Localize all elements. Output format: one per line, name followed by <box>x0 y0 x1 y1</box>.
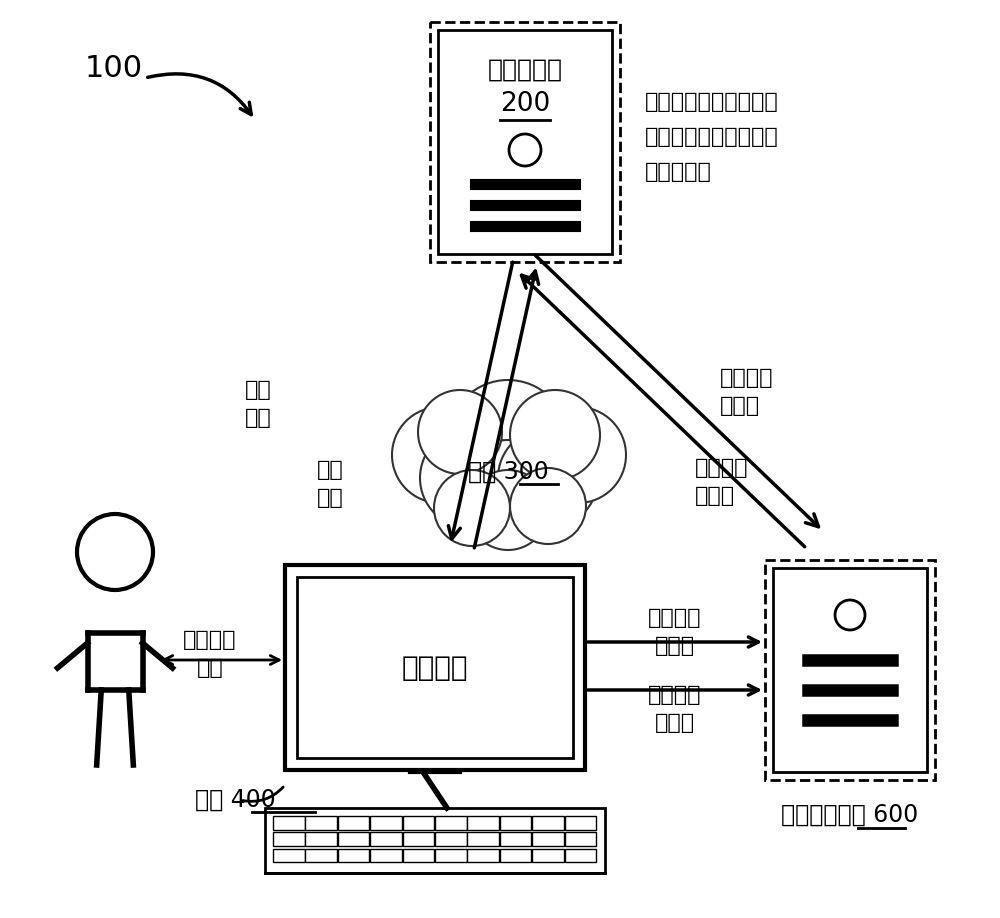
Bar <box>403 848 434 862</box>
Text: 终端 400: 终端 400 <box>195 788 276 812</box>
Bar <box>435 848 467 862</box>
Text: 测试: 测试 <box>245 380 271 400</box>
Circle shape <box>418 390 502 474</box>
Bar <box>765 560 935 780</box>
Circle shape <box>77 514 153 590</box>
Bar <box>273 816 305 830</box>
Bar <box>370 833 402 846</box>
Circle shape <box>420 428 520 528</box>
Text: 网络 300: 网络 300 <box>468 460 548 484</box>
Bar <box>435 816 467 830</box>
Bar <box>265 808 605 873</box>
Text: 第二测试: 第二测试 <box>695 458 748 478</box>
Circle shape <box>510 468 586 544</box>
Bar <box>532 816 564 830</box>
Circle shape <box>498 428 598 528</box>
Bar <box>565 833 596 846</box>
Bar <box>273 848 305 862</box>
Bar <box>565 848 596 862</box>
Bar <box>500 833 531 846</box>
Circle shape <box>530 407 626 503</box>
Bar <box>370 848 402 862</box>
Bar <box>305 816 337 830</box>
Bar <box>467 816 499 830</box>
Circle shape <box>468 470 548 550</box>
Bar <box>305 833 337 846</box>
Text: 测试结果: 测试结果 <box>402 654 468 681</box>
Bar <box>273 833 305 846</box>
Bar <box>403 833 434 846</box>
Text: 测试: 测试 <box>317 460 343 480</box>
Bar <box>297 577 573 758</box>
Circle shape <box>510 390 600 480</box>
Bar <box>403 816 434 830</box>
Text: 基于数据包中转信息生: 基于数据包中转信息生 <box>645 127 779 147</box>
Circle shape <box>835 600 865 630</box>
Circle shape <box>456 440 560 544</box>
Circle shape <box>509 134 541 166</box>
Text: 100: 100 <box>85 53 143 83</box>
Bar <box>467 833 499 846</box>
Bar <box>773 568 927 772</box>
Bar <box>438 30 612 254</box>
Text: 数据中转设备 600: 数据中转设备 600 <box>781 803 919 827</box>
Text: 获取数据包中转信息；: 获取数据包中转信息； <box>645 92 779 112</box>
Bar <box>338 848 369 862</box>
Text: 200: 200 <box>500 91 550 117</box>
Text: 第一测试: 第一测试 <box>720 368 774 388</box>
Bar <box>370 816 402 830</box>
Bar <box>430 22 620 262</box>
Circle shape <box>448 380 568 500</box>
Text: 指令: 指令 <box>245 408 271 428</box>
Bar <box>500 816 531 830</box>
Text: 测试开始: 测试开始 <box>183 630 237 650</box>
Bar <box>338 833 369 846</box>
Bar <box>467 848 499 862</box>
Text: 数据包: 数据包 <box>695 486 735 506</box>
Text: 数据包: 数据包 <box>655 713 695 733</box>
Bar <box>565 816 596 830</box>
Text: 结果: 结果 <box>317 488 343 508</box>
Bar <box>532 848 564 862</box>
Text: 第二测试: 第二测试 <box>648 685 702 705</box>
Text: 第一测试: 第一测试 <box>648 608 702 628</box>
Bar <box>305 848 337 862</box>
Bar <box>500 848 531 862</box>
Text: 操作: 操作 <box>197 658 223 678</box>
Bar <box>435 833 467 846</box>
Circle shape <box>392 407 488 503</box>
Bar <box>285 565 585 770</box>
Text: 成测试结果: 成测试结果 <box>645 162 712 182</box>
Circle shape <box>434 470 510 546</box>
Bar <box>338 816 369 830</box>
Bar <box>532 833 564 846</box>
Text: 测试服务器: 测试服务器 <box>488 58 562 82</box>
Text: 数据包: 数据包 <box>720 396 760 416</box>
Text: 数据包: 数据包 <box>655 636 695 656</box>
